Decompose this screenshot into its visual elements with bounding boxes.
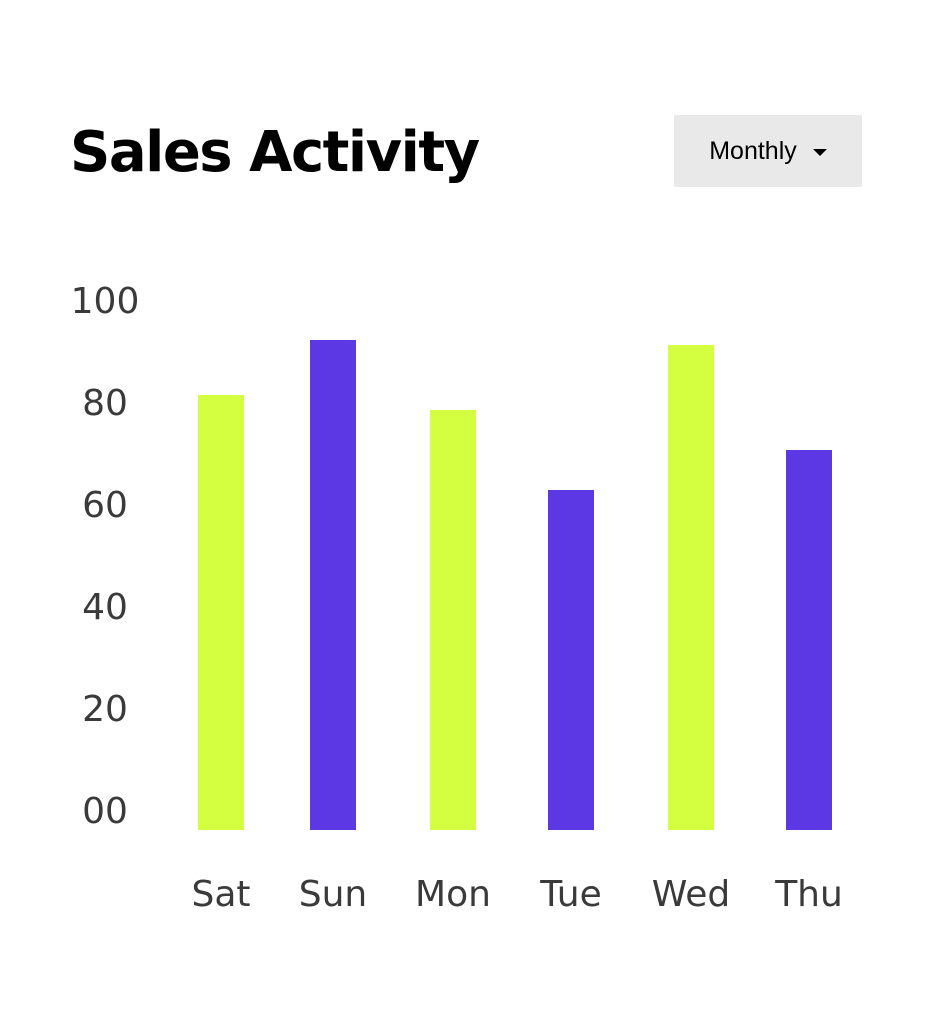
chart-title: Sales Activity — [70, 120, 480, 185]
x-tick-label-wed: Wed — [652, 874, 731, 915]
x-tick-label-tue: Tue — [539, 874, 602, 915]
x-tick-label-sat: Sat — [191, 874, 250, 915]
y-tick-label: 40 — [82, 587, 128, 628]
bar-tue — [548, 490, 594, 830]
bars — [198, 340, 832, 830]
y-tick-label: 60 — [82, 485, 128, 526]
x-tick-label-mon: Mon — [415, 874, 491, 915]
caret-down-icon — [812, 149, 827, 156]
x-tick-label-thu: Thu — [774, 874, 843, 915]
y-axis-ticks: 00 20 40 60 80 100 — [71, 281, 140, 832]
y-tick-label: 20 — [82, 689, 128, 730]
period-dropdown[interactable]: Monthly — [674, 115, 862, 187]
period-dropdown-label: Monthly — [709, 136, 797, 165]
x-tick-label-sun: Sun — [299, 874, 367, 915]
bar-wed — [668, 345, 714, 830]
bar-thu — [786, 450, 832, 830]
bar-sun — [310, 340, 356, 830]
bar-mon — [430, 410, 476, 830]
y-tick-label: 00 — [82, 791, 128, 832]
bar-sat — [198, 395, 244, 830]
y-tick-label: 100 — [71, 281, 140, 322]
y-tick-label: 80 — [82, 383, 128, 424]
x-axis-ticks: Sat Sun Mon Tue Wed Thu — [191, 874, 842, 915]
